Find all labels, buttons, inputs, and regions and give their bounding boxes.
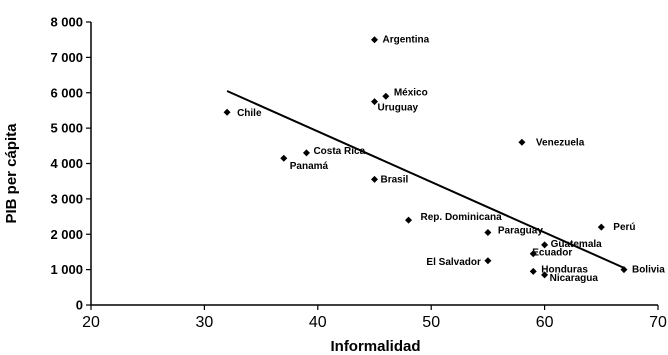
y-tick-label: 0 — [76, 298, 83, 313]
data-point-marker — [371, 98, 378, 106]
x-tick-label: 20 — [82, 314, 100, 331]
data-point-label: Chile — [237, 108, 262, 119]
data-point-label: México — [394, 87, 428, 98]
y-tick-label: 8 000 — [50, 15, 83, 30]
data-point-label: Honduras — [541, 264, 588, 275]
data-point-label: Costa Rica — [313, 146, 365, 157]
data-point-marker — [280, 154, 288, 162]
data-point-label: Venezuela — [536, 137, 585, 148]
y-tick-label: 1 000 — [50, 262, 83, 277]
data-point-marker — [541, 271, 549, 279]
data-point-marker — [518, 138, 526, 146]
x-tick-label: 30 — [196, 314, 214, 331]
y-axis-ticks: 0 1 000 2 000 3 000 4 000 5 000 6 000 7 000 8 00… — [50, 15, 91, 313]
x-tick-label: 70 — [649, 314, 667, 331]
y-tick-label: 2 000 — [50, 227, 83, 242]
x-tick-label: 40 — [309, 314, 327, 331]
data-point-label: Panamá — [290, 161, 329, 172]
data-point-label: El Salvador — [426, 257, 481, 268]
data-point-marker — [382, 92, 390, 100]
data-point-label: Guatemala — [551, 239, 603, 250]
x-axis-ticks: 20 30 40 50 60 70 — [82, 305, 667, 331]
y-tick-label: 5 000 — [50, 121, 83, 136]
data-point-marker — [371, 36, 378, 44]
data-point-label: Argentina — [383, 35, 430, 46]
data-point-marker — [484, 257, 492, 265]
data-point-label: Paraguay — [498, 225, 543, 236]
y-tick-label: 7 000 — [50, 50, 83, 65]
data-point-label: Bolivia — [632, 265, 665, 276]
x-axis-title: Informalidad — [330, 338, 420, 355]
data-point-marker — [597, 223, 605, 231]
plot-area: 0 1 000 2 000 3 000 4 000 5 000 6 000 7 000 8 00… — [50, 15, 667, 332]
data-point-label: Uruguay — [378, 103, 419, 114]
data-point-marker — [529, 250, 537, 258]
data-point-marker — [223, 108, 231, 116]
data-point-marker — [529, 267, 537, 275]
x-tick-label: 50 — [422, 314, 440, 331]
data-point-marker — [541, 241, 549, 249]
trendline — [226, 90, 625, 269]
data-point-marker — [484, 228, 492, 236]
data-point-label: Brasil — [381, 174, 409, 185]
data-point-label: Ecuador — [532, 248, 572, 259]
data-point-label: Rep. Dominicana — [421, 212, 503, 223]
point-labels: Argentina México Uruguay Chile Venezuela Cost… — [237, 35, 665, 284]
data-point-marker — [620, 266, 628, 274]
data-point-label: Perú — [613, 222, 635, 233]
y-axis-title: PIB per cápita — [3, 123, 20, 224]
data-point-marker — [371, 175, 378, 183]
y-tick-label: 6 000 — [50, 85, 83, 100]
data-point-marker — [405, 216, 413, 224]
data-points — [223, 36, 628, 279]
y-tick-label: 4 000 — [50, 156, 83, 171]
data-point-marker — [302, 149, 310, 157]
x-tick-label: 60 — [536, 314, 554, 331]
y-tick-label: 3 000 — [50, 191, 83, 206]
data-point-label: Nicaragua — [550, 273, 599, 284]
